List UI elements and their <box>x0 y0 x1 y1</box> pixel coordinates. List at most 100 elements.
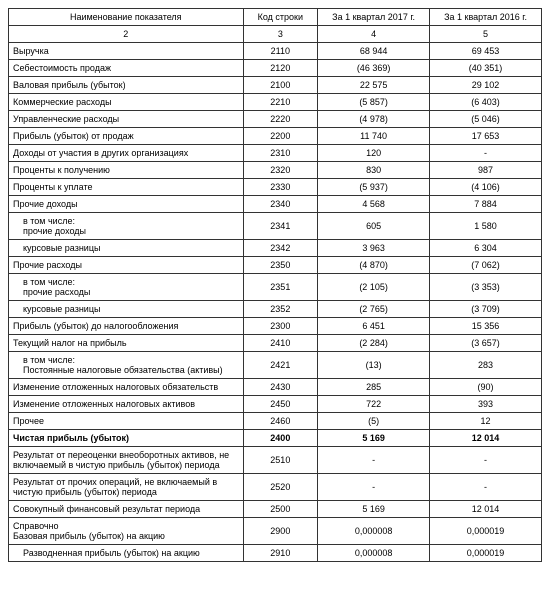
colnum-v1: 4 <box>318 26 430 43</box>
header-v1: За 1 квартал 2017 г. <box>318 9 430 26</box>
cell-code: 2330 <box>243 179 318 196</box>
cell-v2: (3 709) <box>430 301 542 318</box>
table-row: Управленческие расходы2220(4 978)(5 046) <box>9 111 542 128</box>
cell-v1: 285 <box>318 379 430 396</box>
cell-v1: (2 765) <box>318 301 430 318</box>
cell-name: Проценты к уплате <box>9 179 244 196</box>
cell-code: 2500 <box>243 501 318 518</box>
cell-v1: 5 169 <box>318 501 430 518</box>
cell-v1: 4 568 <box>318 196 430 213</box>
cell-code: 2460 <box>243 413 318 430</box>
cell-code: 2320 <box>243 162 318 179</box>
cell-code: 2120 <box>243 60 318 77</box>
cell-name: Чистая прибыль (убыток) <box>9 430 244 447</box>
cell-v2: 283 <box>430 352 542 379</box>
cell-v1: 6 451 <box>318 318 430 335</box>
cell-v2: 12 014 <box>430 501 542 518</box>
cell-v1: (5 857) <box>318 94 430 111</box>
cell-name: Результат от переоценки внеоборотных акт… <box>9 447 244 474</box>
cell-v1: 22 575 <box>318 77 430 94</box>
cell-code: 2100 <box>243 77 318 94</box>
cell-code: 2400 <box>243 430 318 447</box>
cell-code: 2520 <box>243 474 318 501</box>
cell-v1: 605 <box>318 213 430 240</box>
table-row: Чистая прибыль (убыток)24005 16912 014 <box>9 430 542 447</box>
cell-name: Совокупный финансовый результат периода <box>9 501 244 518</box>
cell-v2: 1 580 <box>430 213 542 240</box>
cell-v1: (5 937) <box>318 179 430 196</box>
cell-name: Прочие доходы <box>9 196 244 213</box>
cell-name: Разводненная прибыль (убыток) на акцию <box>9 545 244 562</box>
table-row: в том числе: прочие расходы2351(2 105)(3… <box>9 274 542 301</box>
cell-name: Проценты к получению <box>9 162 244 179</box>
cell-code: 2341 <box>243 213 318 240</box>
cell-code: 2220 <box>243 111 318 128</box>
cell-name: Валовая прибыль (убыток) <box>9 77 244 94</box>
cell-code: 2350 <box>243 257 318 274</box>
table-row: Проценты к уплате2330(5 937)(4 106) <box>9 179 542 196</box>
cell-code: 2210 <box>243 94 318 111</box>
cell-name: курсовые разницы <box>9 301 244 318</box>
table-row: Результат от прочих операций, не включае… <box>9 474 542 501</box>
cell-v2: 69 453 <box>430 43 542 60</box>
cell-v1: 722 <box>318 396 430 413</box>
table-row: Проценты к получению2320830987 <box>9 162 542 179</box>
cell-code: 2342 <box>243 240 318 257</box>
colnum-v2: 5 <box>430 26 542 43</box>
cell-v2: (7 062) <box>430 257 542 274</box>
table-row: Себестоимость продаж2120(46 369)(40 351) <box>9 60 542 77</box>
cell-name: Управленческие расходы <box>9 111 244 128</box>
cell-v2: 393 <box>430 396 542 413</box>
header-row: Наименование показателя Код строки За 1 … <box>9 9 542 26</box>
cell-v1: (13) <box>318 352 430 379</box>
cell-v2: (4 106) <box>430 179 542 196</box>
cell-name: в том числе: Постоянные налоговые обязат… <box>9 352 244 379</box>
cell-v1: 0,000008 <box>318 545 430 562</box>
cell-name: Текущий налог на прибыль <box>9 335 244 352</box>
cell-code: 2450 <box>243 396 318 413</box>
cell-v1: (46 369) <box>318 60 430 77</box>
cell-v2: 7 884 <box>430 196 542 213</box>
cell-code: 2510 <box>243 447 318 474</box>
cell-code: 2910 <box>243 545 318 562</box>
table-row: в том числе: прочие доходы23416051 580 <box>9 213 542 240</box>
table-row: Совокупный финансовый результат периода2… <box>9 501 542 518</box>
colnum-name: 2 <box>9 26 244 43</box>
cell-name: в том числе: прочие доходы <box>9 213 244 240</box>
cell-v1: 830 <box>318 162 430 179</box>
cell-name: Выручка <box>9 43 244 60</box>
table-row: Изменение отложенных налоговых активов24… <box>9 396 542 413</box>
table-row: Изменение отложенных налоговых обязатель… <box>9 379 542 396</box>
cell-v2: 987 <box>430 162 542 179</box>
table-row: Прочие доходы23404 5687 884 <box>9 196 542 213</box>
table-row: Выручка211068 94469 453 <box>9 43 542 60</box>
cell-v2: 6 304 <box>430 240 542 257</box>
cell-name: Изменение отложенных налоговых обязатель… <box>9 379 244 396</box>
cell-v2: - <box>430 474 542 501</box>
cell-v2: 0,000019 <box>430 545 542 562</box>
cell-v2: 17 653 <box>430 128 542 145</box>
header-v2: За 1 квартал 2016 г. <box>430 9 542 26</box>
table-row: курсовые разницы23423 9636 304 <box>9 240 542 257</box>
cell-code: 2310 <box>243 145 318 162</box>
cell-v2: - <box>430 145 542 162</box>
cell-code: 2410 <box>243 335 318 352</box>
table-row: Прибыль (убыток) от продаж220011 74017 6… <box>9 128 542 145</box>
cell-v2: 15 356 <box>430 318 542 335</box>
table-row: Разводненная прибыль (убыток) на акцию29… <box>9 545 542 562</box>
header-name: Наименование показателя <box>9 9 244 26</box>
table-row: Валовая прибыль (убыток)210022 57529 102 <box>9 77 542 94</box>
table-row: Прочее2460(5)12 <box>9 413 542 430</box>
cell-name: Результат от прочих операций, не включае… <box>9 474 244 501</box>
cell-v1: 120 <box>318 145 430 162</box>
cell-v2: 0,000019 <box>430 518 542 545</box>
cell-code: 2421 <box>243 352 318 379</box>
cell-v2: 12 014 <box>430 430 542 447</box>
cell-name: Коммерческие расходы <box>9 94 244 111</box>
cell-v2: (3 353) <box>430 274 542 301</box>
cell-v2: (40 351) <box>430 60 542 77</box>
cell-name: Изменение отложенных налоговых активов <box>9 396 244 413</box>
cell-v2: 29 102 <box>430 77 542 94</box>
header-code: Код строки <box>243 9 318 26</box>
cell-name: Справочно Базовая прибыль (убыток) на ак… <box>9 518 244 545</box>
